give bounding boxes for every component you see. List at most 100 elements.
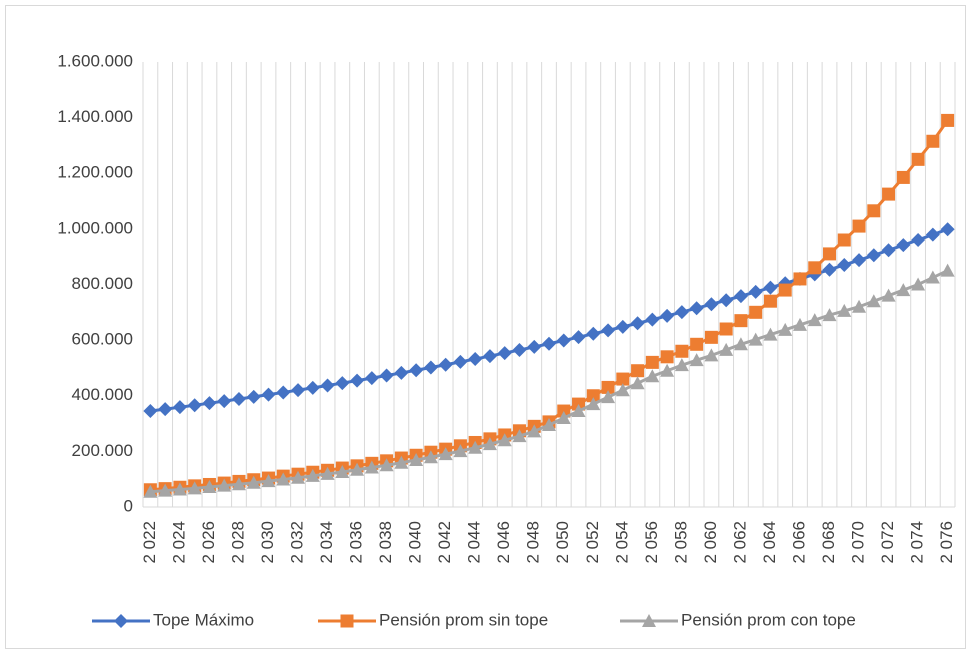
- marker: [335, 376, 350, 391]
- marker: [763, 294, 777, 308]
- marker: [482, 437, 497, 451]
- marker: [719, 342, 734, 356]
- marker: [808, 261, 822, 275]
- marker: [748, 284, 763, 299]
- marker: [586, 389, 600, 403]
- marker: [660, 308, 675, 323]
- marker: [340, 614, 354, 628]
- legend-label: Pensión prom con tope: [681, 610, 856, 629]
- marker: [749, 305, 763, 319]
- x-tick-label: 2 034: [317, 521, 336, 564]
- marker: [468, 352, 483, 367]
- marker: [616, 372, 630, 386]
- marker: [704, 348, 719, 362]
- marker: [867, 204, 881, 218]
- marker: [350, 373, 365, 388]
- marker: [690, 337, 704, 351]
- marker: [645, 312, 660, 327]
- marker: [642, 614, 656, 627]
- marker: [704, 330, 718, 344]
- legend-label: Tope Máximo: [153, 610, 254, 629]
- y-tick-label: 1.600.000: [57, 51, 133, 70]
- marker: [630, 316, 645, 331]
- marker: [896, 238, 911, 253]
- marker: [837, 233, 851, 247]
- marker: [172, 482, 187, 496]
- x-tick-label: 2 032: [288, 521, 307, 564]
- x-tick-label: 2 046: [494, 521, 513, 564]
- y-tick-label: 1.200.000: [57, 163, 133, 182]
- marker: [911, 152, 925, 166]
- marker: [660, 363, 675, 377]
- x-tick-label: 2 062: [730, 521, 749, 564]
- marker: [601, 390, 616, 404]
- marker: [246, 475, 261, 489]
- marker: [911, 232, 926, 247]
- marker: [896, 170, 910, 184]
- marker: [645, 355, 659, 369]
- x-tick-label: 2 030: [258, 521, 277, 564]
- marker: [734, 314, 748, 328]
- x-tick-label: 2 070: [849, 521, 868, 564]
- marker: [925, 227, 940, 242]
- x-tick-label: 2 060: [701, 521, 720, 564]
- marker: [158, 483, 173, 497]
- marker: [571, 330, 586, 345]
- marker: [925, 270, 940, 284]
- marker: [291, 383, 306, 398]
- marker: [881, 288, 896, 302]
- marker: [379, 368, 394, 383]
- marker: [305, 380, 320, 395]
- marker: [571, 404, 586, 418]
- marker: [114, 614, 128, 628]
- x-tick-label: 2 068: [819, 521, 838, 564]
- marker: [689, 353, 704, 367]
- x-tick-label: 2 048: [524, 521, 543, 564]
- marker: [763, 327, 778, 341]
- marker: [882, 187, 896, 201]
- marker: [763, 280, 778, 295]
- marker: [837, 303, 852, 317]
- marker: [453, 444, 468, 458]
- marker: [926, 134, 940, 148]
- marker: [852, 299, 867, 313]
- marker: [276, 472, 291, 486]
- x-tick-label: 2 054: [612, 521, 631, 564]
- marker: [261, 474, 276, 488]
- y-tick-label: 0: [124, 496, 133, 515]
- x-tick-label: 2 022: [140, 521, 159, 564]
- marker: [512, 429, 527, 443]
- marker: [202, 479, 217, 493]
- x-tick-label: 2 074: [908, 521, 927, 564]
- marker: [586, 397, 601, 411]
- x-tick-label: 2 050: [553, 521, 572, 564]
- marker: [497, 346, 512, 361]
- marker: [423, 360, 438, 375]
- marker: [556, 411, 571, 424]
- marker: [409, 452, 424, 466]
- marker: [748, 332, 763, 346]
- marker: [364, 371, 379, 386]
- marker: [674, 305, 689, 320]
- marker: [896, 283, 911, 297]
- marker: [941, 113, 955, 127]
- marker: [733, 289, 748, 304]
- marker: [866, 248, 881, 263]
- marker: [143, 404, 158, 419]
- marker: [837, 257, 852, 272]
- marker: [823, 247, 837, 261]
- x-tick-label: 2 058: [671, 521, 690, 564]
- marker: [276, 385, 291, 400]
- chart-border: [5, 5, 966, 649]
- y-tick-label: 1.400.000: [57, 107, 133, 126]
- marker: [364, 460, 379, 474]
- marker: [733, 337, 748, 351]
- marker: [542, 336, 556, 351]
- marker: [822, 308, 837, 322]
- marker: [291, 470, 306, 484]
- marker: [645, 369, 660, 383]
- marker: [394, 455, 409, 469]
- marker: [217, 394, 232, 409]
- legend-label: Pensión prom sin tope: [379, 610, 548, 629]
- marker: [438, 447, 453, 461]
